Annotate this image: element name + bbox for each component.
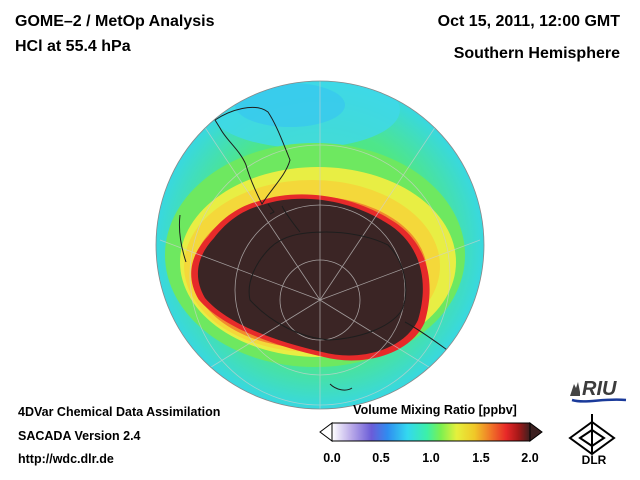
colorbar-tick-1: 0.5 (372, 451, 390, 465)
colorbar-title: Volume Mixing Ratio [ppbv] (353, 403, 517, 417)
riu-logo: RIU (570, 378, 627, 403)
title-line-1: GOME–2 / MetOp Analysis (15, 13, 215, 30)
colorbar-tick-2: 1.0 (422, 451, 440, 465)
colorbar (319, 422, 543, 442)
dlr-logo: DLR (568, 414, 616, 466)
colorbar-tick-3: 1.5 (472, 451, 490, 465)
globe-field (156, 81, 484, 409)
riu-logo-text: RIU (582, 378, 617, 400)
footer-url[interactable]: http://wdc.dlr.de (18, 452, 114, 466)
region-label: Southern Hemisphere (453, 45, 620, 62)
colorbar-tick-4: 2.0 (521, 451, 539, 465)
dlr-logo-text: DLR (582, 453, 607, 466)
footer-line-2: SACADA Version 2.4 (18, 429, 141, 443)
colorbar-min-arrow (319, 422, 333, 442)
footer-line-1: 4DVar Chemical Data Assimilation (18, 405, 221, 419)
colorbar-max-arrow (529, 422, 543, 442)
title-line-2: HCl at 55.4 hPa (15, 38, 131, 55)
date-label: Oct 15, 2011, 12:00 GMT (437, 13, 620, 30)
colorbar-tick-0: 0.0 (323, 451, 341, 465)
